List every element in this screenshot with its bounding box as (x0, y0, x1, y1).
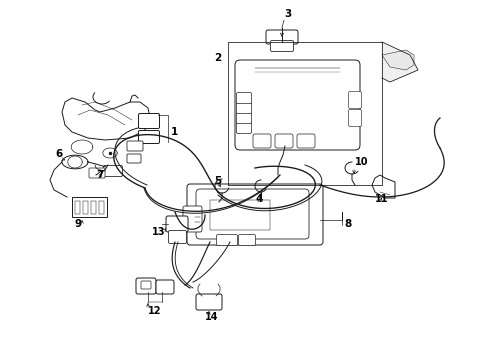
FancyBboxPatch shape (99, 201, 104, 214)
Text: 5: 5 (214, 176, 221, 186)
Text: 3: 3 (284, 9, 291, 19)
FancyBboxPatch shape (235, 60, 360, 150)
Text: 7: 7 (96, 170, 103, 180)
Text: 9: 9 (74, 219, 81, 229)
Text: 14: 14 (205, 312, 219, 322)
Polygon shape (372, 175, 395, 198)
Polygon shape (62, 98, 150, 140)
FancyBboxPatch shape (139, 113, 160, 129)
FancyBboxPatch shape (275, 134, 293, 148)
FancyBboxPatch shape (348, 91, 362, 108)
FancyBboxPatch shape (237, 122, 251, 134)
FancyBboxPatch shape (266, 30, 298, 44)
FancyBboxPatch shape (127, 154, 141, 163)
Text: 4: 4 (255, 194, 262, 204)
FancyBboxPatch shape (196, 294, 222, 310)
FancyBboxPatch shape (91, 201, 96, 214)
FancyBboxPatch shape (141, 281, 151, 289)
FancyBboxPatch shape (75, 201, 80, 214)
FancyBboxPatch shape (297, 134, 315, 148)
Polygon shape (382, 50, 414, 70)
FancyBboxPatch shape (89, 168, 105, 178)
FancyBboxPatch shape (239, 234, 255, 246)
FancyBboxPatch shape (83, 201, 88, 214)
Text: 10: 10 (355, 157, 368, 167)
Polygon shape (382, 42, 418, 82)
FancyBboxPatch shape (72, 197, 107, 217)
FancyBboxPatch shape (127, 141, 143, 151)
FancyBboxPatch shape (237, 112, 251, 123)
FancyBboxPatch shape (156, 280, 174, 294)
FancyBboxPatch shape (136, 278, 156, 294)
Text: 2: 2 (214, 53, 221, 63)
FancyBboxPatch shape (253, 134, 271, 148)
FancyBboxPatch shape (139, 131, 160, 144)
FancyBboxPatch shape (348, 109, 362, 126)
Text: 8: 8 (344, 219, 351, 229)
FancyBboxPatch shape (166, 216, 188, 232)
FancyBboxPatch shape (237, 103, 251, 113)
Text: 11: 11 (375, 194, 389, 204)
FancyBboxPatch shape (169, 230, 187, 243)
FancyBboxPatch shape (217, 234, 238, 246)
FancyBboxPatch shape (183, 206, 202, 232)
FancyBboxPatch shape (270, 41, 294, 51)
FancyBboxPatch shape (196, 189, 309, 239)
FancyBboxPatch shape (103, 166, 122, 176)
Text: 13: 13 (152, 227, 166, 237)
Text: 6: 6 (55, 149, 62, 159)
Text: 1: 1 (171, 127, 178, 137)
FancyBboxPatch shape (237, 93, 251, 104)
FancyBboxPatch shape (210, 200, 270, 230)
Text: 12: 12 (148, 306, 162, 316)
FancyBboxPatch shape (187, 184, 323, 245)
